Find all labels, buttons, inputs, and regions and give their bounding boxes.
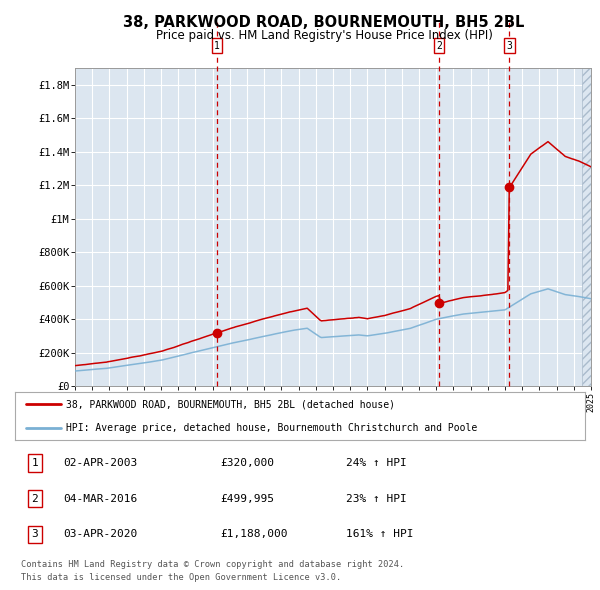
Text: 161% ↑ HPI: 161% ↑ HPI xyxy=(346,529,413,539)
Text: Price paid vs. HM Land Registry's House Price Index (HPI): Price paid vs. HM Land Registry's House … xyxy=(155,29,493,42)
Text: 38, PARKWOOD ROAD, BOURNEMOUTH, BH5 2BL (detached house): 38, PARKWOOD ROAD, BOURNEMOUTH, BH5 2BL … xyxy=(66,399,395,409)
Text: £320,000: £320,000 xyxy=(220,458,274,468)
Text: 2: 2 xyxy=(436,41,442,51)
Text: £499,995: £499,995 xyxy=(220,494,274,503)
Text: 1: 1 xyxy=(32,458,38,468)
Text: 3: 3 xyxy=(506,41,512,51)
Text: 2: 2 xyxy=(32,494,38,503)
Text: 38, PARKWOOD ROAD, BOURNEMOUTH, BH5 2BL: 38, PARKWOOD ROAD, BOURNEMOUTH, BH5 2BL xyxy=(124,15,524,30)
Text: HPI: Average price, detached house, Bournemouth Christchurch and Poole: HPI: Average price, detached house, Bour… xyxy=(66,423,478,432)
Text: 3: 3 xyxy=(32,529,38,539)
Text: 04-MAR-2016: 04-MAR-2016 xyxy=(64,494,138,503)
Text: Contains HM Land Registry data © Crown copyright and database right 2024.
This d: Contains HM Land Registry data © Crown c… xyxy=(20,560,404,582)
Text: 23% ↑ HPI: 23% ↑ HPI xyxy=(346,494,406,503)
Text: £1,188,000: £1,188,000 xyxy=(220,529,288,539)
Text: 24% ↑ HPI: 24% ↑ HPI xyxy=(346,458,406,468)
Text: 03-APR-2020: 03-APR-2020 xyxy=(64,529,138,539)
Text: 02-APR-2003: 02-APR-2003 xyxy=(64,458,138,468)
Polygon shape xyxy=(583,68,591,386)
Text: 1: 1 xyxy=(214,41,220,51)
